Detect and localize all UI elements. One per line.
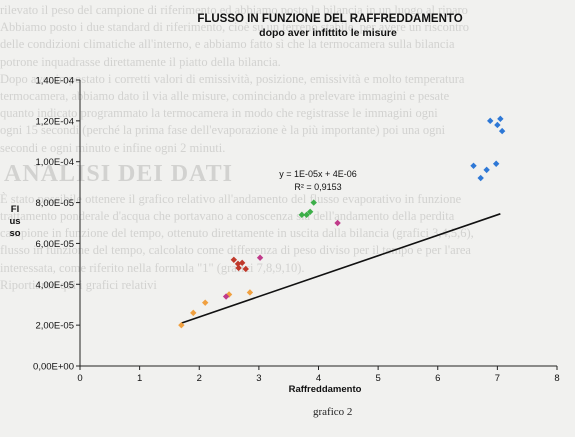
background-paragraph-2: È stato possibile ottenere il grafico re… (0, 191, 575, 294)
y-axis-title-line-3: so (9, 228, 20, 239)
data-point (483, 166, 490, 174)
data-point (487, 117, 494, 125)
trendline (181, 213, 501, 324)
data-point (230, 256, 238, 263)
data-point (494, 121, 501, 129)
data-point (492, 160, 500, 167)
data-point (497, 115, 504, 123)
background-text-line: potrone inquadrasse direttamente il piat… (0, 54, 281, 69)
background-heading: ANALISI DEI DATI (4, 160, 233, 187)
x-tick-label: 8 (554, 373, 559, 384)
y-tick-label: 1,00E-04 (35, 157, 74, 168)
data-point (498, 127, 506, 135)
data-point (222, 293, 230, 300)
x-tick-label: 3 (256, 373, 261, 384)
chart-title: FLUSSO IN FUNZIONE DEL RAFFREDDAMENTO (197, 13, 462, 25)
data-point (202, 299, 209, 306)
data-point (470, 162, 477, 169)
background-text-line: rilevato il peso del campione di riferim… (0, 3, 468, 17)
background-text-line: Abbiamo posto i due standard di riferime… (0, 20, 469, 35)
data-point (225, 291, 233, 298)
x-tick-label: 6 (435, 373, 440, 384)
chart-subtitle: dopo aver infittito le misure (259, 27, 397, 39)
background-text-line: interessata, come riferito nella formula… (0, 260, 305, 275)
data-point (246, 289, 254, 296)
background-text-line: È stato possibile ottenere il grafico re… (0, 191, 462, 206)
y-tick-label: 4,00E-05 (35, 280, 74, 291)
background-text-line: ogni 15 secondi (perché la prima fase de… (0, 123, 446, 138)
x-tick-label: 7 (495, 373, 500, 384)
y-tick-label: 8,00E-05 (35, 198, 74, 209)
data-point (242, 265, 249, 273)
data-point (303, 211, 310, 219)
background-text-line: quanto indicato programmato la termocame… (0, 106, 438, 121)
figure-caption: grafico 2 (313, 406, 353, 418)
data-point (310, 199, 317, 206)
data-point (334, 219, 341, 227)
trendline-equation: y = 1E-05x + 4E-06 (279, 169, 357, 179)
data-point (306, 208, 314, 215)
data-point (234, 260, 242, 268)
x-tick-label: 5 (375, 373, 380, 384)
x-tick-label: 2 (197, 373, 202, 384)
background-text-line: campione in funzione del tempo, ottenuto… (0, 226, 474, 241)
x-axis-title: Raffreddamento (289, 384, 362, 395)
y-tick-label: 1,40E-04 (35, 76, 74, 87)
y-axis-title-line-2: us (9, 216, 20, 227)
x-tick-label: 1 (137, 373, 142, 384)
data-point (298, 211, 306, 219)
r-squared-label: R² = 0,9153 (294, 182, 341, 192)
y-tick-label: 1,20E-04 (35, 116, 74, 127)
background-text-line: Dopo aver impostato i corretti valori di… (0, 71, 465, 86)
x-tick-label: 4 (316, 373, 321, 384)
data-point (477, 174, 484, 182)
data-point (235, 264, 242, 272)
data-point (256, 254, 264, 261)
background-text-line: trattamento ponderale d'acqua che portav… (0, 209, 455, 224)
background-text-line: flusso in funzione del tempo, calcolato … (0, 243, 471, 258)
background-text-line: delle condizioni climatiche all'interno,… (0, 37, 455, 52)
background-text-line: termocamera, abbiamo dato il via alle mi… (0, 89, 450, 104)
data-point (190, 309, 197, 317)
y-tick-label: 0,00E+00 (33, 362, 74, 373)
data-point (178, 321, 185, 329)
x-tick-label: 0 (77, 373, 82, 384)
background-paragraph-1: rilevato il peso del campione di riferim… (0, 2, 575, 157)
plot-area: 0 1 2 3 4 5 6 7 8 0,00E+00 2,00E-05 4,00E-05 6,00E-0… (33, 76, 560, 385)
y-tick-label: 6,00E-05 (35, 239, 74, 250)
y-tick-label: 2,00E-05 (35, 321, 74, 332)
y-axis-title-line-1: Fl (11, 204, 19, 215)
background-text-line: Riportiamo qui i grafici relativi (0, 277, 157, 292)
background-text-line: secondi e ogni minuto e infine ogni 2 mi… (0, 140, 226, 155)
